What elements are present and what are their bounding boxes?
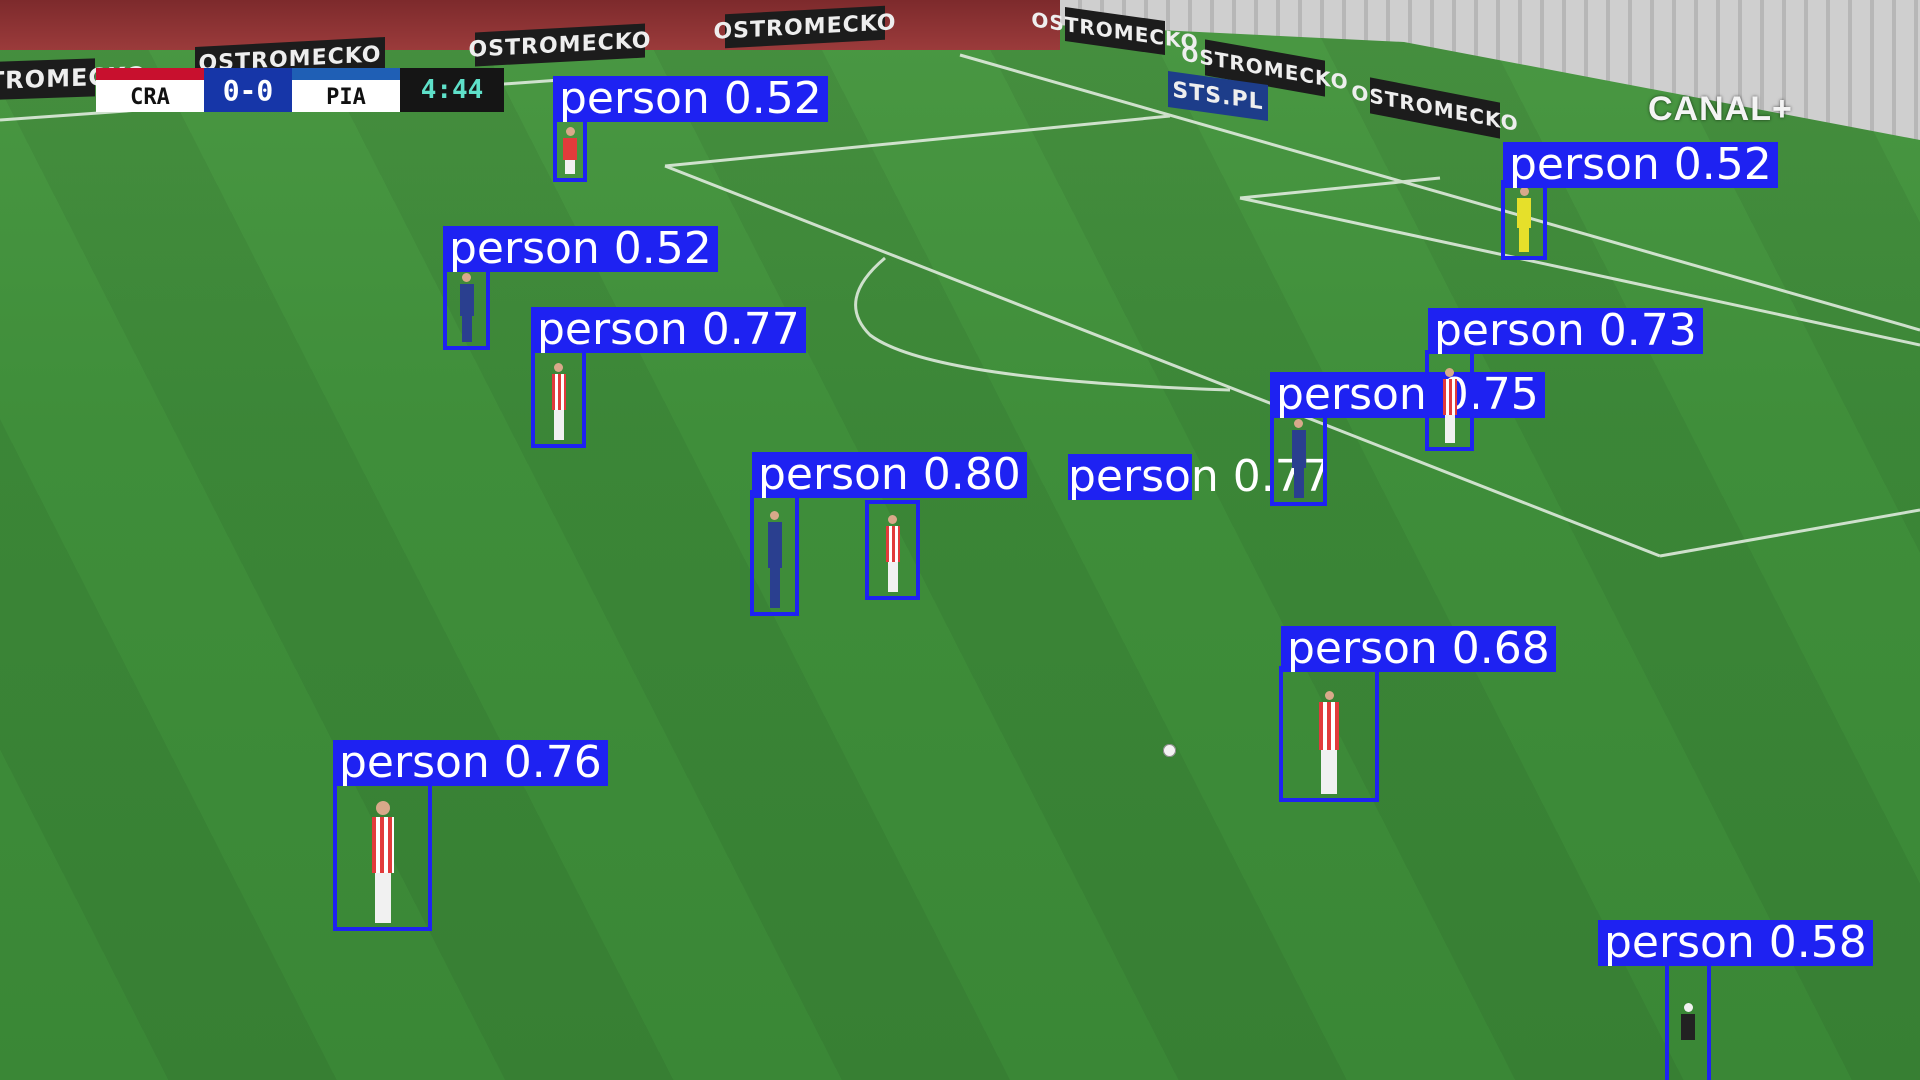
broadcaster-logo: CANAL+ [1648,90,1793,128]
player-figure [551,363,566,440]
detection-label: person 0.77 [1068,454,1331,500]
detection-box [1425,350,1474,451]
detection-box [1279,666,1379,802]
player-figure [1442,368,1457,443]
player-figure [1517,187,1531,252]
player-figure [371,801,394,923]
match-clock: 4:44 [400,68,504,112]
detection-label: person 0.52 [553,76,828,122]
bottle-figure [1681,1003,1695,1040]
away-team-stripe [292,68,400,80]
home-team-name: CRA [130,85,170,110]
detection-box [1270,410,1327,506]
detection-box [865,500,920,600]
scoreboard: CRA 0-0 PIA 4:44 [96,68,504,112]
detection-box [1665,960,1711,1080]
detection-label: person 0.68 [1281,626,1556,672]
match-score: 0-0 [204,68,292,112]
detection-label: person 0.75 [1270,372,1545,418]
detection-box [443,262,490,350]
goal-line [959,53,1920,332]
detection-box [750,490,799,616]
away-team-name: PIA [326,85,366,110]
detection-label: person 0.76 [333,740,608,786]
goal-area-top [1239,176,1441,200]
detection-box [531,348,586,448]
football [1163,744,1176,757]
detection-label: person 0.77 [531,307,806,353]
detection-label: person 0.52 [443,226,718,272]
detection-box [1501,180,1547,260]
player-figure [459,273,474,342]
detection-label: person 0.80 [752,452,1027,498]
player-figure [885,515,900,592]
player-figure [1319,691,1339,794]
penalty-box-bottom [1659,508,1920,558]
detection-label: person 0.73 [1428,308,1703,354]
player-figure [563,127,577,174]
away-team-badge: PIA [292,68,400,112]
detection-box [333,777,432,931]
detection-box [553,118,587,182]
home-team-badge: CRA [96,68,204,112]
home-team-stripe [96,68,204,80]
player-figure [1291,419,1306,498]
penalty-box-top [664,114,1171,168]
penalty-arc [854,256,1231,392]
detection-label: person 0.58 [1598,920,1873,966]
goal-area-side [1239,196,1920,347]
penalty-box-side [664,164,1661,558]
detection-label: person 0.52 [1503,142,1778,188]
player-figure [767,511,782,608]
